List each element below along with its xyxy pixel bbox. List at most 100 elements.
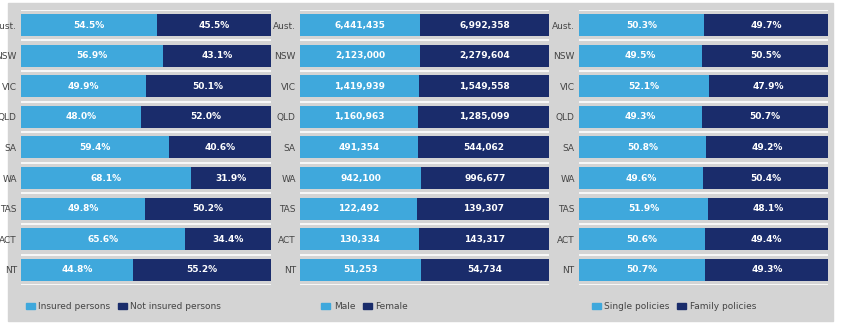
Text: 942,100: 942,100 [340, 174, 381, 182]
Bar [133, 259, 271, 281]
Bar [21, 198, 145, 220]
Text: 50.7%: 50.7% [749, 112, 780, 121]
Text: 6,992,358: 6,992,358 [459, 20, 510, 29]
Text: 59.4%: 59.4% [79, 143, 111, 152]
Text: 54.5%: 54.5% [73, 20, 104, 29]
Bar [702, 167, 828, 189]
Text: 40.6%: 40.6% [204, 143, 235, 152]
Bar [21, 136, 169, 158]
Bar [579, 45, 702, 67]
Bar [579, 259, 706, 281]
Bar [300, 75, 420, 97]
Bar [163, 45, 271, 67]
Text: 49.3%: 49.3% [625, 112, 656, 121]
Text: 49.8%: 49.8% [67, 204, 99, 213]
Bar [420, 75, 549, 97]
Bar [300, 136, 418, 158]
Bar [705, 14, 828, 36]
Bar [579, 198, 708, 220]
Legend: Single policies, Family policies: Single policies, Family policies [592, 302, 756, 311]
Bar [579, 228, 705, 250]
Bar [169, 136, 271, 158]
Text: 2,123,000: 2,123,000 [335, 51, 385, 60]
Text: 65.6%: 65.6% [87, 235, 119, 244]
Bar [21, 228, 185, 250]
Text: 1,160,963: 1,160,963 [334, 112, 384, 121]
Text: 1,549,558: 1,549,558 [459, 82, 510, 91]
Legend: Male, Female: Male, Female [321, 302, 408, 311]
Text: 50.5%: 50.5% [750, 51, 781, 60]
Bar [300, 198, 416, 220]
Bar [21, 75, 145, 97]
Text: 49.4%: 49.4% [751, 235, 782, 244]
Text: 55.2%: 55.2% [186, 265, 217, 274]
Text: 996,677: 996,677 [464, 174, 506, 182]
Bar [191, 167, 271, 189]
Text: 51,253: 51,253 [343, 265, 378, 274]
Bar [702, 106, 828, 128]
Bar [420, 259, 549, 281]
Bar [421, 167, 549, 189]
Text: 49.3%: 49.3% [751, 265, 783, 274]
Bar [300, 106, 418, 128]
Bar [420, 45, 549, 67]
Text: 1,285,099: 1,285,099 [458, 112, 510, 121]
Text: 47.9%: 47.9% [753, 82, 785, 91]
Bar [709, 75, 828, 97]
Bar [145, 75, 271, 97]
Bar [185, 228, 271, 250]
Text: 48.0%: 48.0% [66, 112, 97, 121]
Text: 54,734: 54,734 [468, 265, 503, 274]
Bar [21, 106, 140, 128]
Bar [416, 198, 549, 220]
Text: 50.8%: 50.8% [627, 143, 658, 152]
Bar [21, 45, 163, 67]
Bar [579, 75, 709, 97]
Bar [300, 45, 420, 67]
Bar [706, 259, 828, 281]
Text: 6,441,435: 6,441,435 [335, 20, 385, 29]
Bar [579, 167, 702, 189]
Bar [579, 106, 702, 128]
Text: 45.5%: 45.5% [198, 20, 230, 29]
Text: 130,334: 130,334 [339, 235, 380, 244]
Text: 50.2%: 50.2% [193, 204, 224, 213]
Text: 52.1%: 52.1% [628, 82, 659, 91]
Text: 139,307: 139,307 [463, 204, 504, 213]
Bar [300, 228, 419, 250]
Bar [157, 14, 271, 36]
Text: 44.8%: 44.8% [61, 265, 93, 274]
Text: 48.1%: 48.1% [753, 204, 784, 213]
Text: 50.1%: 50.1% [193, 82, 224, 91]
Text: 34.4%: 34.4% [212, 235, 243, 244]
Bar [708, 198, 828, 220]
Text: 49.2%: 49.2% [751, 143, 783, 152]
Text: 50.6%: 50.6% [627, 235, 658, 244]
Text: 68.1%: 68.1% [91, 174, 122, 182]
Bar [579, 14, 705, 36]
Text: 50.3%: 50.3% [627, 20, 657, 29]
Text: 544,062: 544,062 [463, 143, 505, 152]
Bar [140, 106, 271, 128]
Text: 50.4%: 50.4% [750, 174, 781, 182]
Bar [579, 136, 706, 158]
Text: 122,492: 122,492 [338, 204, 379, 213]
Text: 56.9%: 56.9% [77, 51, 108, 60]
Bar [420, 14, 549, 36]
Bar [702, 45, 828, 67]
Text: 2,279,604: 2,279,604 [459, 51, 510, 60]
Bar [21, 167, 191, 189]
Bar [21, 259, 133, 281]
Bar [300, 167, 421, 189]
Bar [300, 259, 420, 281]
Bar [706, 136, 828, 158]
Text: 49.6%: 49.6% [625, 174, 657, 182]
Bar [145, 198, 271, 220]
Text: 143,317: 143,317 [463, 235, 505, 244]
Bar [300, 14, 420, 36]
Text: 31.9%: 31.9% [215, 174, 246, 182]
Bar [21, 14, 157, 36]
Text: 50.7%: 50.7% [627, 265, 658, 274]
Text: 49.9%: 49.9% [67, 82, 99, 91]
Text: 51.9%: 51.9% [628, 204, 659, 213]
